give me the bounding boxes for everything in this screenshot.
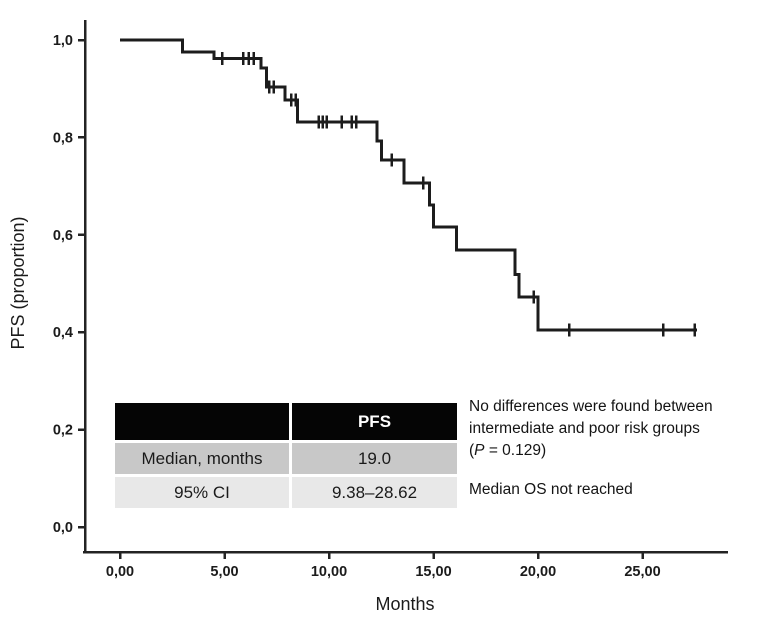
km-curve-pfs [120,38,697,332]
table-value-median-months: 19.0 [292,443,457,474]
p-value-open: ( [469,442,475,459]
x-tick-label: 25,00 [624,564,660,580]
stats-table: PFS Median, months 19.0 95% CI 9.38–28.6… [115,403,457,511]
y-axis-title: PFS (proportion) [8,216,28,349]
table-row-ci: 95% CI 9.38–28.62 [115,477,457,508]
p-value-symbol: P [474,442,485,459]
x-tick-label: 0,00 [106,564,134,580]
x-axis-title: Months [375,594,434,614]
y-tick-label: 0,6 [53,228,73,244]
table-corner-cell [115,403,289,440]
y-tick-label: 0,0 [53,520,73,536]
note-line-2: intermediate and poor risk groups [469,420,700,437]
x-tick-label: 20,00 [520,564,556,580]
p-value-rest: = 0.129) [484,442,547,459]
annotation-notes: No differences were found between interme… [469,396,755,501]
y-tick-label: 0,4 [53,325,73,341]
stats-table-header-row: PFS [115,403,457,440]
table-label-95ci: 95% CI [115,477,289,508]
y-tick-label: 0,8 [53,130,73,146]
x-tick-label: 10,00 [311,564,347,580]
y-tick-label: 1,0 [53,33,73,49]
table-label-median-months: Median, months [115,443,289,474]
x-tick-label: 15,00 [415,564,451,580]
table-row-median: Median, months 19.0 [115,443,457,474]
x-tick-label: 5,00 [210,564,238,580]
table-header-pfs: PFS [292,403,457,440]
note-risk-groups: No differences were found between interme… [469,396,755,462]
table-value-95ci: 9.38–28.62 [292,477,457,508]
note-line-1: No differences were found between [469,398,713,415]
note-median-os: Median OS not reached [469,481,633,498]
y-tick-label: 0,2 [53,423,73,439]
